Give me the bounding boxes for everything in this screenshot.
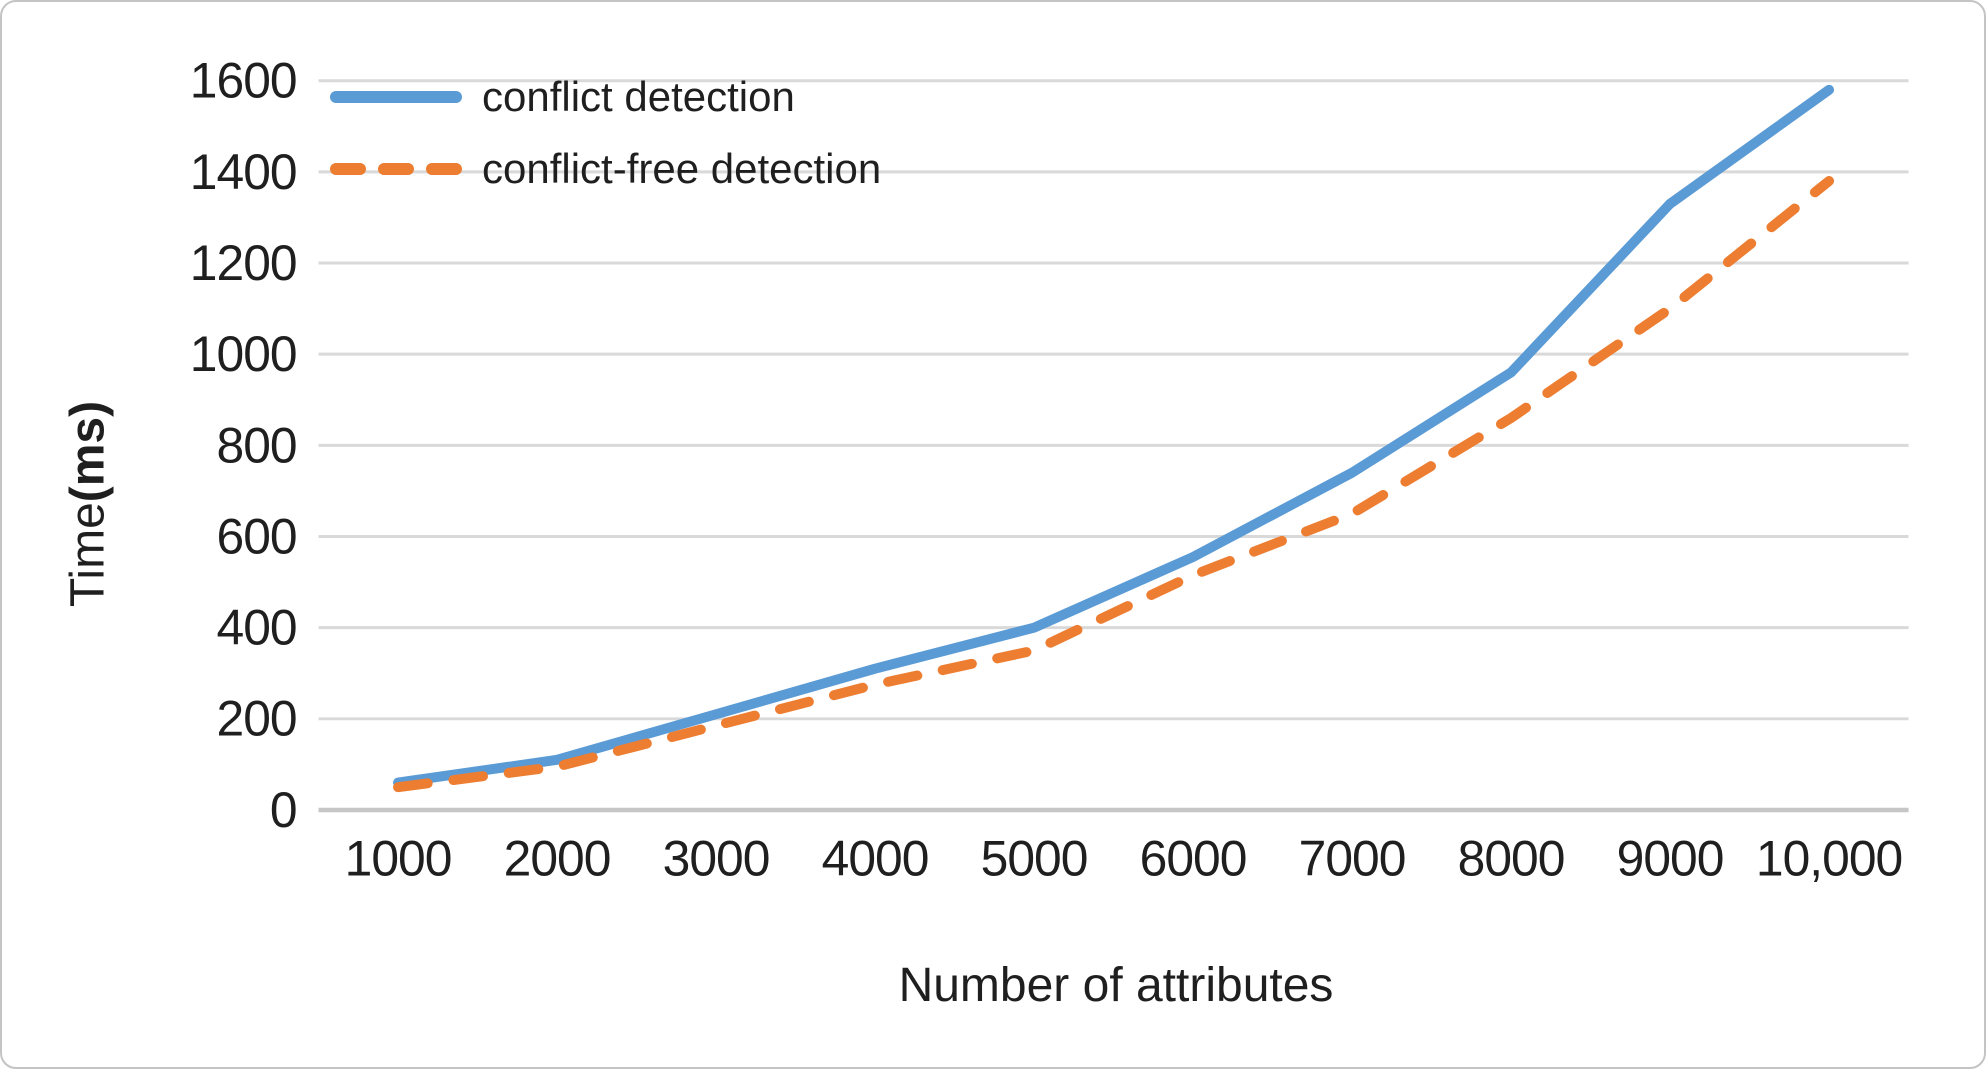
- legend-item-conflict-detection: conflict detection: [330, 73, 881, 120]
- x-tick-label: 2000: [504, 831, 611, 887]
- x-tick-label: 10,000: [1756, 831, 1902, 887]
- legend-label-conflict-free-detection: conflict-free detection: [482, 145, 882, 192]
- x-tick-label: 7000: [1299, 831, 1406, 887]
- y-tick-label: 200: [217, 691, 297, 747]
- legend-item-conflict-free-detection: conflict-free detection: [330, 145, 882, 192]
- x-axis-title: Number of attributes: [898, 959, 1334, 1012]
- y-tick-label: 1000: [190, 326, 297, 382]
- y-tick-label: 1400: [190, 144, 297, 200]
- y-tick-label: 400: [217, 600, 297, 656]
- series-line-conflict-detection: [393, 84, 1835, 788]
- y-tick-label: 1600: [190, 53, 297, 109]
- legend-solid-line-icon: [330, 91, 462, 103]
- legend-label-conflict-detection: conflict detection: [482, 73, 795, 120]
- x-tick-label: 6000: [1140, 831, 1247, 887]
- y-tick-label: 0: [270, 782, 297, 838]
- x-tick-label: 3000: [663, 831, 770, 887]
- y-tick-label: 1200: [190, 235, 297, 291]
- y-axis-title-regular: Time: [61, 502, 115, 608]
- series-line-conflict-free-detection: [393, 175, 1835, 793]
- legend-dashed-line-icon: [330, 163, 462, 175]
- x-tick-label: 9000: [1617, 831, 1724, 887]
- y-axis-title-bold: (ms): [61, 400, 115, 503]
- x-tick-label: 5000: [981, 831, 1088, 887]
- x-tick-label: 8000: [1458, 831, 1565, 887]
- x-tick-label: 1000: [345, 831, 452, 887]
- y-tick-label: 600: [217, 508, 297, 564]
- y-tick-label: 800: [217, 417, 297, 473]
- legend: conflict detection conflict-free detecti…: [330, 73, 882, 218]
- x-tick-label: 4000: [822, 831, 929, 887]
- y-axis-title: Time(ms): [61, 401, 116, 607]
